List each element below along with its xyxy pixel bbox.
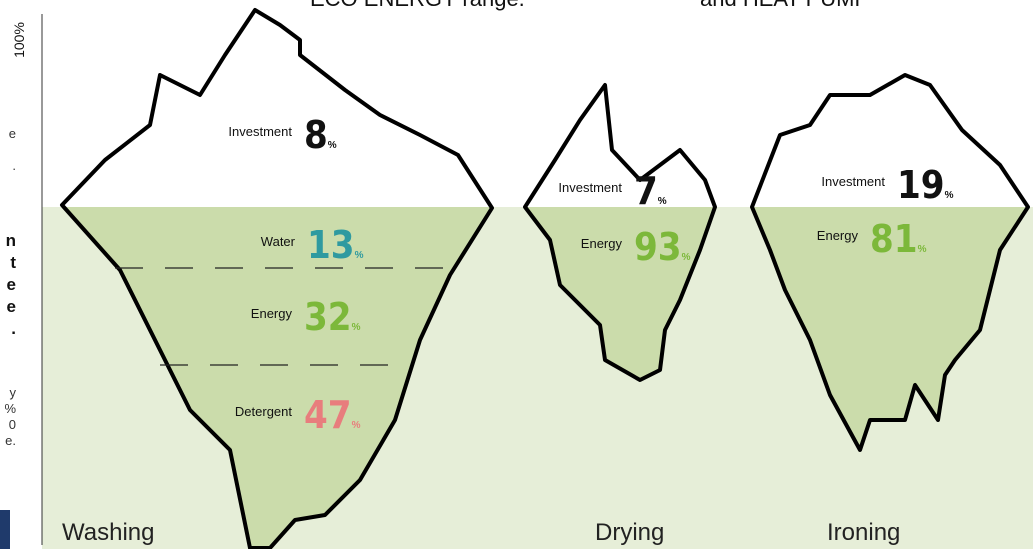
part-label: Water — [261, 234, 296, 249]
text-fragment: e — [9, 126, 16, 141]
part-label: Energy — [817, 228, 859, 243]
category-label: Drying — [595, 519, 664, 546]
text-fragment: . — [12, 158, 16, 173]
value-unit: % — [352, 420, 361, 431]
value-number: 47 — [304, 393, 352, 437]
text-fragment: e. — [5, 433, 16, 448]
header-line: ECO ENERGY range. — [310, 0, 525, 11]
value-unit: % — [918, 244, 927, 255]
value-number: 32 — [304, 295, 352, 339]
value-unit: % — [355, 250, 364, 261]
part-label: Investment — [558, 180, 622, 195]
value-number: 19 — [897, 163, 945, 207]
value-number: 7 — [634, 169, 658, 213]
value-number: 81 — [870, 217, 918, 261]
category-label: Washing — [62, 519, 154, 546]
page: ECO ENERGY range. and HEAT PUMP 100% e. n… — [0, 0, 1033, 549]
axis-label: 100% — [11, 22, 27, 58]
part-label: Investment — [821, 174, 885, 189]
value-number: 13 — [307, 223, 355, 267]
text-fragment: e — [7, 275, 16, 294]
text-fragment: 0 — [9, 417, 16, 432]
part-label: Detergent — [235, 404, 292, 419]
value-number: 93 — [634, 225, 682, 269]
text-fragment: t — [10, 253, 16, 272]
part-label: Energy — [251, 306, 293, 321]
value-number: 8 — [304, 113, 328, 157]
value-unit: % — [658, 196, 667, 207]
text-fragment: y — [10, 385, 17, 400]
value-unit: % — [352, 322, 361, 333]
part-label: Energy — [581, 236, 623, 251]
text-fragment: . — [11, 319, 16, 338]
infographic: ECO ENERGY range. and HEAT PUMP 100% e. n… — [0, 0, 1033, 549]
button-fragment — [0, 510, 10, 549]
text-fragment: % — [4, 401, 16, 416]
value-unit: % — [945, 190, 954, 201]
category-label: Ironing — [827, 519, 900, 546]
text-fragment: n — [6, 231, 16, 250]
part-label: Investment — [228, 124, 292, 139]
header-line: and HEAT PUMP — [700, 0, 869, 11]
value-unit: % — [682, 252, 691, 263]
text-fragment: e — [7, 297, 16, 316]
value-unit: % — [328, 140, 337, 151]
